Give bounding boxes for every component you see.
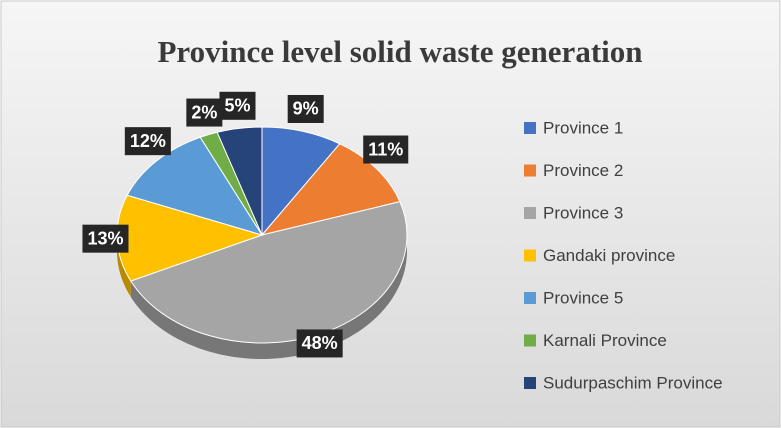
pie-slice — [260, 143, 401, 236]
data-label-box — [219, 91, 256, 120]
data-label: 48% — [296, 329, 343, 358]
data-label-box — [186, 98, 223, 127]
data-label-box — [363, 135, 409, 164]
legend-label: Province 1 — [543, 118, 623, 137]
legend-swatch — [524, 249, 536, 262]
data-label: 11% — [363, 135, 409, 164]
legend-swatch — [524, 334, 536, 347]
legend-label: Province 3 — [543, 203, 623, 222]
data-label: 13% — [82, 224, 129, 253]
data-label-text: 13% — [87, 228, 123, 248]
data-label: 2% — [186, 98, 223, 127]
legend-label: Province 5 — [543, 288, 623, 307]
data-label-text: 11% — [368, 139, 403, 159]
legend-label: Province 2 — [543, 161, 623, 180]
pie-slice — [216, 126, 263, 236]
pie-slice — [261, 126, 341, 237]
data-label-box — [287, 94, 324, 123]
data-label-text: 5% — [224, 96, 250, 116]
slice-side — [117, 235, 131, 297]
legend-label: Sudurpaschim Province — [543, 373, 723, 392]
data-label-box — [124, 127, 171, 156]
data-label-text: 2% — [191, 102, 217, 122]
legend-label: Karnali Province — [543, 331, 667, 350]
legend-swatch — [524, 377, 536, 389]
legend-swatch — [524, 292, 536, 304]
data-label: 12% — [124, 127, 171, 156]
legend-swatch — [524, 207, 536, 219]
legend-label: Gandaki province — [543, 246, 675, 265]
data-label-box — [82, 224, 129, 253]
data-label-text: 9% — [293, 99, 319, 119]
data-label: 5% — [219, 91, 256, 120]
data-label: 9% — [287, 94, 324, 123]
chart-title: Province level solid waste generation — [157, 34, 642, 69]
legend-swatch — [524, 122, 536, 134]
data-label-text: 48% — [302, 333, 338, 353]
pie-slice — [126, 136, 264, 236]
slice-side — [130, 235, 407, 359]
data-label-text: 12% — [130, 131, 166, 151]
legend-swatch — [524, 164, 536, 177]
data-label-box — [296, 329, 343, 358]
